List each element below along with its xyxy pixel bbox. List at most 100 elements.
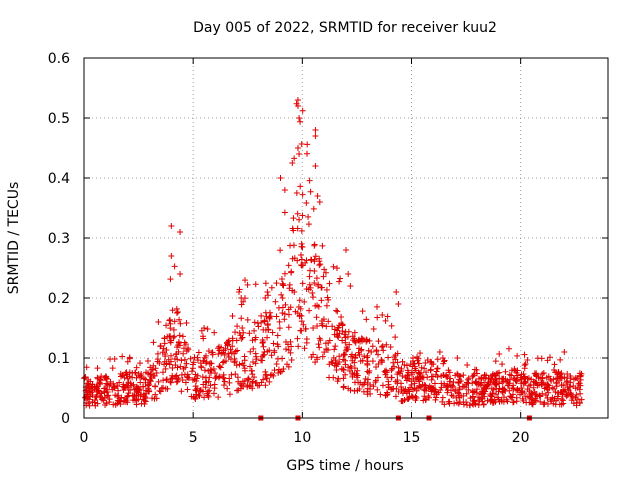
data-point bbox=[262, 295, 269, 301]
data-point bbox=[377, 391, 384, 398]
data-point bbox=[550, 385, 557, 392]
data-point bbox=[504, 398, 511, 405]
data-point bbox=[297, 327, 304, 334]
data-point bbox=[204, 326, 211, 333]
data-point bbox=[282, 301, 289, 308]
data-series bbox=[81, 97, 585, 409]
data-point bbox=[487, 391, 494, 398]
data-point bbox=[325, 296, 332, 303]
data-point bbox=[465, 376, 472, 383]
data-point bbox=[423, 369, 430, 376]
data-point bbox=[186, 374, 193, 381]
data-point bbox=[144, 381, 151, 388]
data-point bbox=[567, 379, 574, 386]
data-point bbox=[440, 372, 447, 379]
data-point bbox=[316, 344, 323, 351]
data-point bbox=[541, 399, 548, 406]
data-point bbox=[105, 392, 112, 399]
data-point bbox=[337, 275, 344, 282]
data-point bbox=[176, 342, 183, 349]
data-point bbox=[249, 337, 256, 344]
data-point bbox=[323, 302, 330, 309]
data-point bbox=[104, 381, 111, 388]
data-point bbox=[281, 209, 288, 216]
data-point bbox=[144, 370, 151, 377]
data-point bbox=[510, 399, 517, 406]
data-point bbox=[296, 216, 303, 223]
data-point bbox=[472, 379, 479, 386]
data-point bbox=[320, 273, 327, 280]
data-point bbox=[534, 393, 541, 400]
data-point bbox=[161, 340, 168, 347]
data-point bbox=[211, 329, 218, 336]
data-point bbox=[575, 380, 582, 387]
data-point bbox=[160, 369, 167, 376]
data-point bbox=[403, 362, 410, 369]
data-point bbox=[199, 374, 206, 381]
data-point bbox=[461, 383, 468, 390]
data-point bbox=[152, 391, 159, 398]
x-tick-label: 20 bbox=[512, 430, 530, 446]
data-point bbox=[236, 361, 243, 368]
data-point bbox=[281, 270, 288, 277]
data-point bbox=[238, 301, 245, 308]
data-point bbox=[544, 386, 551, 393]
data-point bbox=[299, 212, 306, 219]
data-point bbox=[259, 340, 266, 347]
data-point bbox=[460, 372, 467, 379]
data-point bbox=[331, 346, 338, 353]
data-point bbox=[537, 374, 544, 381]
data-point bbox=[344, 346, 351, 353]
data-point bbox=[273, 313, 280, 320]
data-point bbox=[122, 395, 129, 402]
data-point bbox=[449, 382, 456, 389]
data-point bbox=[316, 255, 323, 262]
data-point bbox=[528, 376, 535, 383]
data-point bbox=[281, 310, 288, 317]
data-point bbox=[172, 361, 179, 368]
data-point bbox=[284, 361, 291, 368]
data-point bbox=[183, 319, 190, 326]
data-point bbox=[167, 276, 174, 283]
data-point bbox=[281, 187, 288, 193]
data-point bbox=[537, 398, 544, 405]
data-point bbox=[292, 308, 299, 315]
data-point bbox=[226, 391, 233, 398]
data-point bbox=[220, 382, 227, 389]
data-point bbox=[552, 401, 559, 408]
data-point bbox=[268, 352, 275, 359]
data-point bbox=[452, 372, 459, 379]
data-point bbox=[221, 375, 228, 382]
data-point bbox=[275, 304, 282, 311]
data-point bbox=[384, 391, 391, 398]
data-point bbox=[315, 303, 322, 310]
data-point bbox=[332, 357, 339, 364]
data-point bbox=[394, 380, 401, 387]
data-point bbox=[564, 392, 571, 399]
data-point bbox=[502, 388, 509, 395]
data-point bbox=[103, 373, 110, 380]
data-point bbox=[231, 355, 238, 362]
data-point bbox=[168, 337, 175, 344]
data-point bbox=[263, 313, 270, 320]
axes: 0 0.1 0.2 0.3 0.4 0.5 0.6 0 5 10 15 20 bbox=[48, 51, 608, 446]
data-point bbox=[164, 333, 171, 340]
data-point bbox=[166, 317, 173, 324]
data-point bbox=[333, 366, 340, 373]
data-point bbox=[180, 350, 187, 357]
data-point bbox=[454, 371, 461, 378]
data-point bbox=[522, 360, 529, 367]
data-point bbox=[334, 325, 341, 332]
y-tick-label: 0.6 bbox=[48, 51, 70, 67]
y-tick-label: 0 bbox=[61, 411, 70, 427]
data-point bbox=[450, 378, 457, 385]
data-point bbox=[395, 301, 402, 307]
data-point bbox=[294, 335, 301, 342]
data-point bbox=[310, 294, 317, 301]
data-point bbox=[154, 350, 161, 357]
data-point bbox=[446, 398, 453, 405]
data-point bbox=[207, 370, 214, 377]
data-point bbox=[262, 280, 269, 287]
data-point bbox=[481, 379, 488, 386]
data-point bbox=[212, 375, 219, 382]
